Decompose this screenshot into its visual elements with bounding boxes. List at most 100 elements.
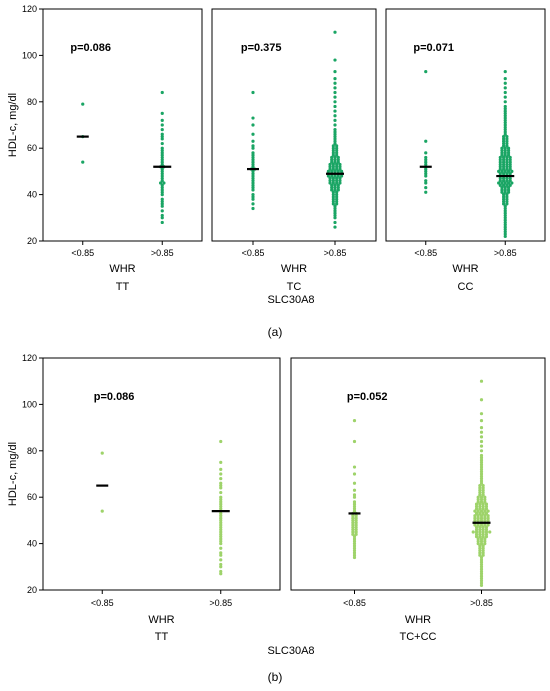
data-point xyxy=(486,514,490,518)
data-point xyxy=(251,116,255,120)
data-point xyxy=(251,181,255,185)
data-point xyxy=(328,179,332,183)
data-point xyxy=(502,193,506,197)
data-point xyxy=(484,535,489,539)
data-point xyxy=(251,174,255,178)
data-point xyxy=(503,104,507,109)
data-point xyxy=(160,176,164,180)
data-point xyxy=(478,502,482,506)
data-point xyxy=(331,197,335,201)
data-point xyxy=(479,479,484,483)
data-point xyxy=(500,190,504,194)
panel-frame xyxy=(42,8,203,242)
data-point xyxy=(333,118,337,122)
data-point xyxy=(331,167,335,171)
data-point xyxy=(503,225,507,229)
data-point xyxy=(352,551,357,555)
data-point xyxy=(251,151,255,155)
y-axis-label: HDL-c, mg/dl xyxy=(7,442,19,506)
data-point xyxy=(335,153,339,157)
data-point xyxy=(498,160,502,164)
data-point xyxy=(488,530,492,534)
data-point xyxy=(505,162,509,167)
x-tick-label: >0.85 xyxy=(470,598,493,608)
data-point xyxy=(505,197,509,201)
data-point xyxy=(336,169,340,173)
data-point xyxy=(505,176,509,180)
data-point xyxy=(333,123,337,127)
data-point xyxy=(354,525,358,529)
data-point xyxy=(479,523,484,527)
data-point xyxy=(333,90,337,95)
data-point xyxy=(424,181,428,185)
data-point xyxy=(476,516,480,520)
data-point xyxy=(335,202,339,206)
data-point xyxy=(352,537,357,541)
data-point xyxy=(479,467,484,471)
data-point xyxy=(251,158,255,162)
data-point xyxy=(506,151,511,155)
data-point xyxy=(502,160,506,164)
data-point xyxy=(219,521,223,525)
data-point xyxy=(219,472,223,476)
genotype-label: TC+CC xyxy=(400,631,437,643)
data-point xyxy=(333,183,337,187)
data-point xyxy=(424,186,428,190)
data-point xyxy=(160,155,164,160)
data-point xyxy=(333,70,337,74)
data-point xyxy=(333,211,337,215)
data-point xyxy=(505,160,509,164)
data-point xyxy=(333,128,337,132)
data-point xyxy=(351,528,355,532)
data-point xyxy=(479,514,484,518)
data-point xyxy=(510,169,514,173)
data-point xyxy=(333,174,337,178)
data-point xyxy=(331,190,335,194)
data-point xyxy=(331,146,335,150)
data-point xyxy=(160,193,164,197)
group-title: SLC30A8 xyxy=(267,645,314,657)
data-point xyxy=(251,186,255,190)
data-point xyxy=(505,195,509,199)
data-point xyxy=(478,528,482,532)
data-point xyxy=(219,484,223,488)
data-point xyxy=(479,537,484,541)
data-point xyxy=(502,195,506,199)
data-point xyxy=(336,186,340,190)
data-point xyxy=(484,504,489,509)
data-point xyxy=(160,111,164,115)
data-point xyxy=(219,539,223,543)
data-point xyxy=(505,183,509,187)
data-point xyxy=(479,497,484,502)
x-axis-label: WHR xyxy=(281,263,307,275)
data-point xyxy=(505,202,509,206)
data-point xyxy=(331,202,335,206)
data-point xyxy=(251,132,255,136)
data-point xyxy=(505,167,509,171)
data-point xyxy=(481,490,485,495)
data-point xyxy=(160,153,164,157)
data-point xyxy=(160,169,164,173)
data-point xyxy=(331,199,335,204)
data-point xyxy=(333,186,337,190)
data-point xyxy=(330,160,334,164)
panel-frame xyxy=(385,8,546,242)
data-point xyxy=(476,509,480,513)
data-point xyxy=(476,542,480,546)
data-point xyxy=(498,183,502,187)
data-point xyxy=(476,500,480,504)
data-point xyxy=(503,220,507,225)
data-point xyxy=(476,539,480,543)
data-point xyxy=(508,158,512,162)
data-point xyxy=(503,111,507,115)
data-point xyxy=(481,528,485,532)
data-point xyxy=(478,488,482,492)
genotype-label: CC xyxy=(458,281,474,293)
data-point xyxy=(219,535,223,539)
data-point xyxy=(354,516,358,520)
data-point xyxy=(326,174,330,178)
x-axis-label: WHR xyxy=(405,614,431,626)
y-tick-label: 100 xyxy=(22,50,37,60)
data-point xyxy=(219,497,223,502)
data-point xyxy=(503,125,507,129)
